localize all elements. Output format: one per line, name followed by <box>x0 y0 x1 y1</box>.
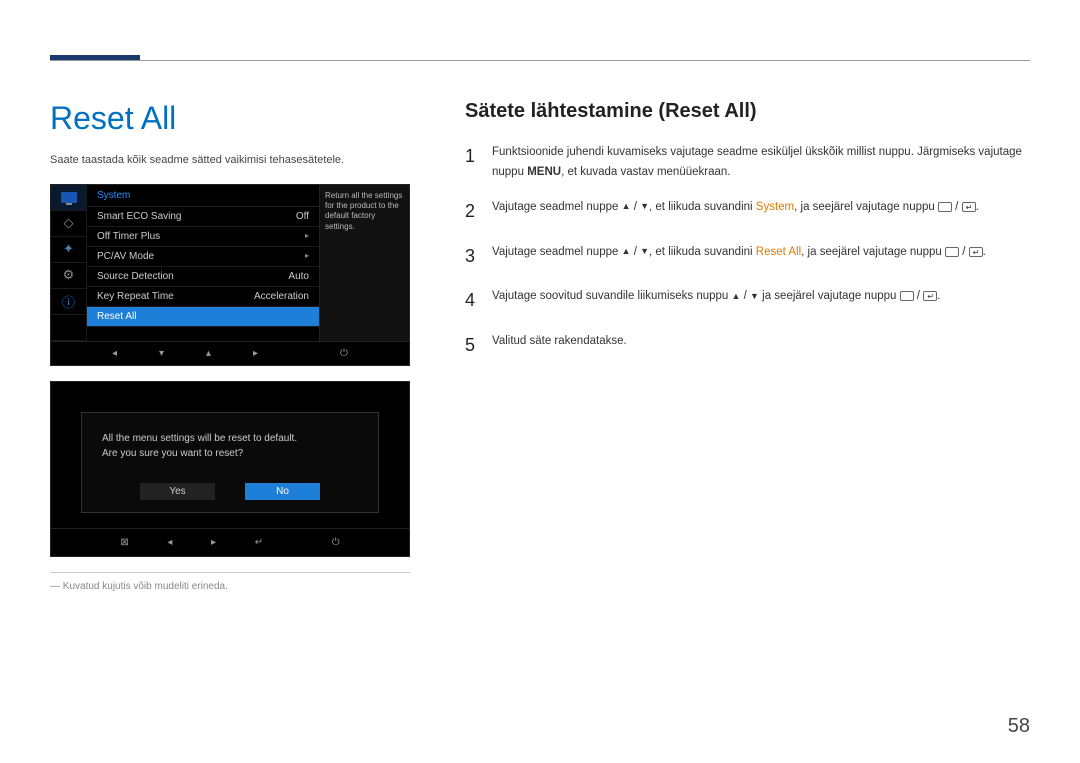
intro-text: Saate taastada kõik seadme sätted vaikim… <box>50 152 435 169</box>
menu-button-icon <box>938 202 952 212</box>
step-number: 4 <box>465 285 477 316</box>
step-1: 1 Funktsioonide juhendi kuvamiseks vajut… <box>465 141 1030 182</box>
osd-row: Key Repeat TimeAcceleration <box>87 287 319 307</box>
confirm-nav-bar: ⊠ ◂ ▸ ↵ ⏻ <box>51 528 409 556</box>
step-text: Vajutage seadmel nuppe ▲ / ▼, et liikuda… <box>492 196 1030 227</box>
monitor-icon <box>51 185 86 211</box>
osd-row: PC/AV Mode <box>87 247 319 267</box>
down-icon: ▼ <box>640 244 649 259</box>
down-icon: ▼ <box>750 289 759 304</box>
up-icon: ▲ <box>732 289 741 304</box>
page-title: Reset All <box>50 100 435 137</box>
osd-screenshot: ◇ ✦ ⚙ ⓘ System Smart ECO SavingOff Off T… <box>50 184 410 366</box>
osd-row: Source DetectionAuto <box>87 267 319 287</box>
power-icon: ⏻ <box>340 348 348 359</box>
osd-row: Smart ECO SavingOff <box>87 207 319 227</box>
step-number: 2 <box>465 196 477 227</box>
osd-nav-bar: ◂ ▾ ▴ ▸ ⏻ <box>51 341 409 365</box>
down-icon: ▼ <box>640 199 649 214</box>
settings-arrows-icon: ✦ <box>51 237 86 263</box>
nav-up-icon: ▴ <box>206 348 211 359</box>
step-2: 2 Vajutage seadmel nuppe ▲ / ▼, et liiku… <box>465 196 1030 227</box>
osd-sidebar: ◇ ✦ ⚙ ⓘ <box>51 185 87 341</box>
gear-icon: ⚙ <box>51 263 86 289</box>
step-number: 3 <box>465 241 477 272</box>
nav-left-icon: ◂ <box>167 537 172 548</box>
step-text: Valitud säte rakendatakse. <box>492 330 1030 361</box>
header-rule <box>50 60 1030 61</box>
enter-icon: ↵ <box>255 537 263 548</box>
section-subtitle: Sätete lähtestamine (Reset All) <box>465 100 1030 123</box>
nav-left-icon: ◂ <box>112 348 117 359</box>
no-button: No <box>245 483 320 500</box>
enter-button-icon <box>962 202 976 212</box>
picture-icon: ◇ <box>51 211 86 237</box>
power-icon: ⏻ <box>332 537 340 548</box>
info-icon: ⓘ <box>51 289 86 315</box>
blank-icon <box>51 315 86 341</box>
footnote-rule <box>50 572 410 573</box>
close-icon: ⊠ <box>120 537 128 548</box>
up-icon: ▲ <box>622 199 631 214</box>
osd-menu: System Smart ECO SavingOff Off Timer Plu… <box>87 185 319 341</box>
nav-down-icon: ▾ <box>159 348 164 359</box>
confirm-screenshot: All the menu settings will be reset to d… <box>50 381 410 557</box>
osd-row-selected: Reset All <box>87 307 319 327</box>
confirm-line1: All the menu settings will be reset to d… <box>82 431 378 446</box>
nav-right-icon: ▸ <box>211 537 216 548</box>
yes-button: Yes <box>140 483 215 500</box>
up-icon: ▲ <box>622 244 631 259</box>
confirm-line2: Are you sure you want to reset? <box>82 446 378 461</box>
osd-tooltip: Return all the settings for the product … <box>319 185 409 341</box>
step-5: 5 Valitud säte rakendatakse. <box>465 330 1030 361</box>
menu-button-icon <box>945 247 959 257</box>
enter-button-icon <box>923 291 937 301</box>
step-text: Vajutage soovitud suvandile liikumiseks … <box>492 285 1030 316</box>
step-3: 3 Vajutage seadmel nuppe ▲ / ▼, et liiku… <box>465 241 1030 272</box>
step-4: 4 Vajutage soovitud suvandile liikumisek… <box>465 285 1030 316</box>
step-text: Funktsioonide juhendi kuvamiseks vajutag… <box>492 141 1030 182</box>
footnote-text: ― Kuvatud kujutis võib mudeliti erineda. <box>50 581 435 592</box>
enter-button-icon <box>969 247 983 257</box>
page-number: 58 <box>1008 715 1030 738</box>
nav-right-icon: ▸ <box>253 348 258 359</box>
menu-button-icon <box>900 291 914 301</box>
step-text: Vajutage seadmel nuppe ▲ / ▼, et liikuda… <box>492 241 1030 272</box>
osd-row: Off Timer Plus <box>87 227 319 247</box>
step-number: 1 <box>465 141 477 182</box>
step-number: 5 <box>465 330 477 361</box>
osd-menu-header: System <box>87 185 319 207</box>
